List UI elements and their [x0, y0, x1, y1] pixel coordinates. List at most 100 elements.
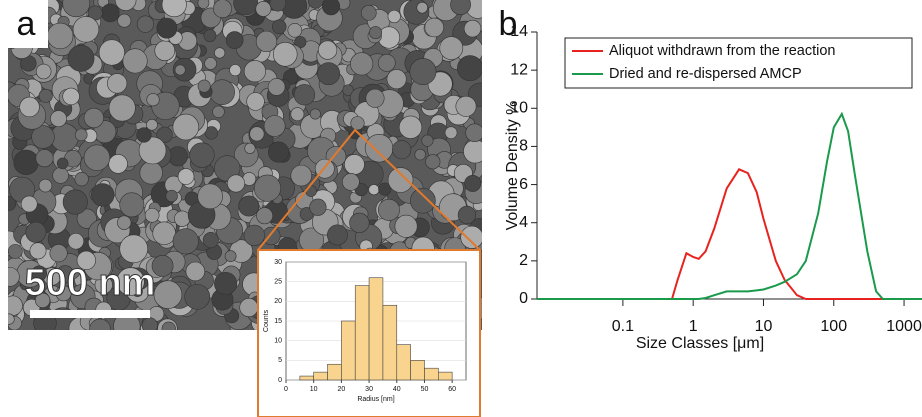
panel-label: a — [17, 5, 36, 43]
grain — [457, 55, 482, 82]
grain — [305, 185, 317, 197]
y-tick-label: 0 — [278, 377, 282, 384]
grain — [185, 261, 206, 282]
y-tick-label: 8 — [519, 138, 528, 155]
grain — [439, 36, 464, 60]
y-tick-label: 15 — [274, 318, 282, 325]
grain — [287, 22, 303, 38]
grain — [117, 13, 132, 28]
x-tick-label: 0 — [284, 386, 288, 393]
grain — [460, 225, 482, 249]
grain — [76, 208, 97, 229]
grain — [414, 148, 426, 161]
grain — [269, 0, 287, 12]
x-tick-label: 40 — [393, 386, 401, 393]
grain — [161, 321, 176, 330]
grain — [465, 123, 482, 143]
grain — [139, 161, 163, 185]
bar — [299, 375, 314, 381]
grain — [8, 267, 20, 287]
grain — [177, 168, 195, 185]
grain — [67, 44, 95, 72]
bar — [396, 344, 411, 381]
grain — [108, 154, 128, 174]
grain — [49, 244, 68, 263]
grain — [457, 205, 477, 225]
grain — [89, 318, 112, 330]
grain — [244, 142, 256, 154]
grain — [463, 139, 482, 164]
grain — [38, 178, 53, 193]
panel-label: b — [499, 5, 518, 43]
grain — [62, 0, 91, 18]
grain — [267, 141, 290, 163]
grain — [46, 22, 74, 50]
grain — [450, 0, 471, 15]
x-tick-label: 10 — [755, 318, 773, 335]
label-bg — [8, 0, 48, 48]
grain — [20, 195, 38, 213]
legend — [564, 37, 913, 89]
grain — [25, 221, 47, 243]
grain — [98, 39, 125, 66]
grain — [327, 224, 348, 246]
y-tick-label: 25 — [274, 279, 282, 286]
grain — [392, 140, 412, 160]
grain — [67, 233, 85, 250]
grain — [213, 0, 232, 19]
grain — [209, 79, 235, 106]
y-tick-label: 5 — [278, 357, 282, 364]
grain — [174, 64, 186, 76]
grain — [387, 167, 414, 193]
grain — [156, 17, 178, 39]
grain — [116, 267, 145, 296]
grain — [243, 60, 266, 83]
grain — [107, 73, 128, 94]
grain — [117, 215, 132, 230]
grain — [74, 128, 88, 142]
grain — [224, 250, 237, 262]
bar — [327, 363, 342, 381]
grain — [233, 0, 259, 16]
grain — [342, 173, 360, 191]
grain — [387, 9, 401, 24]
grain — [360, 4, 377, 21]
grain — [290, 107, 305, 122]
grain — [189, 142, 215, 168]
grain — [309, 198, 327, 216]
grain — [83, 144, 111, 171]
grain — [74, 172, 89, 187]
grain — [239, 298, 259, 317]
grain — [350, 116, 365, 131]
grain — [197, 79, 211, 93]
grain — [349, 212, 370, 233]
x-tick-label: 0.1 — [612, 318, 634, 335]
y-axis-title: Volume Density % — [504, 101, 521, 231]
y-tick-label: 2 — [519, 252, 528, 269]
bar — [368, 277, 384, 381]
grain — [108, 94, 136, 122]
grain — [322, 0, 341, 16]
sem-texture — [8, 0, 482, 330]
grain — [225, 31, 244, 49]
grain — [455, 95, 477, 117]
grain — [309, 108, 321, 120]
grain — [464, 174, 482, 192]
zoom-lines — [257, 128, 481, 251]
grain — [165, 189, 178, 203]
grain — [35, 63, 52, 80]
grain — [8, 295, 23, 316]
grain — [398, 115, 423, 139]
grain — [369, 26, 383, 40]
grain — [410, 187, 436, 214]
grain — [365, 88, 385, 108]
grain — [255, 30, 278, 53]
grain — [227, 174, 246, 193]
grain — [138, 136, 167, 165]
grain — [368, 184, 380, 196]
grain — [50, 110, 67, 128]
grain — [50, 123, 79, 152]
y-tick-label: 10 — [274, 338, 282, 345]
grain — [34, 292, 51, 308]
